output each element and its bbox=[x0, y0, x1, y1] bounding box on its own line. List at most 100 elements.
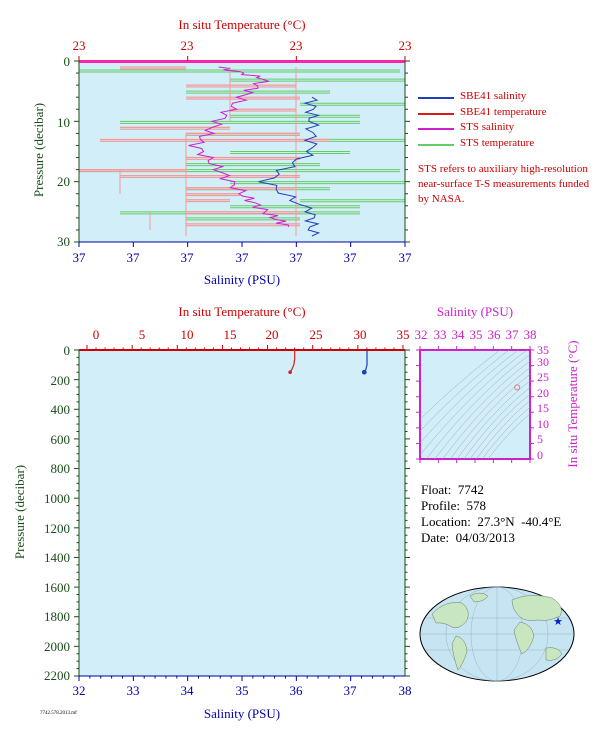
top-sal-tick-0: 37 bbox=[73, 250, 87, 265]
top-temperature-bands bbox=[79, 66, 405, 236]
bottom-temp-tick-1: 5 bbox=[139, 327, 146, 342]
bottom-y-tick-0: 0 bbox=[64, 343, 71, 358]
bottom-chart: In situ Temperature (°C) 0 5 10 15 20 25… bbox=[12, 304, 412, 721]
top-sal-tick-1: 37 bbox=[127, 250, 141, 265]
density-contour bbox=[481, 407, 530, 459]
top-x-axis-label: Salinity (PSU) bbox=[204, 272, 280, 287]
legend-label: STS temperature bbox=[460, 136, 535, 149]
ts-diagram: Salinity (PSU) 32 33 34 35 36 37 38 0 5 … bbox=[415, 304, 581, 468]
ts-density-contours bbox=[420, 350, 530, 459]
ts-temp-tick-5: 25 bbox=[537, 370, 549, 384]
bottom-y-tick-11: 2200 bbox=[44, 668, 70, 683]
top-y-tick-3: 30 bbox=[57, 234, 70, 249]
bottom-y-tick-10: 2000 bbox=[44, 639, 70, 654]
top-y-tick-0: 0 bbox=[64, 54, 71, 69]
ts-data-point bbox=[514, 384, 521, 391]
top-sal-tick-5: 37 bbox=[344, 250, 358, 265]
ts-temp-tick-1: 5 bbox=[537, 432, 543, 446]
float-id: Float: 7742 bbox=[421, 482, 484, 497]
bottom-x-axis-label: Salinity (PSU) bbox=[204, 706, 280, 721]
top-temp-tick-2: 23 bbox=[290, 38, 303, 53]
density-contour bbox=[463, 387, 530, 459]
profile-date: Date: 04/03/2013 bbox=[421, 530, 515, 545]
bottom-temp-tick-0: 0 bbox=[93, 327, 100, 342]
density-contour bbox=[434, 360, 530, 459]
bottom-y-tick-8: 1600 bbox=[44, 580, 70, 595]
legend-label: SBE41 salinity bbox=[460, 90, 527, 102]
density-contour bbox=[456, 380, 530, 459]
location-map: ★ bbox=[419, 586, 575, 682]
bottom-sal-tick-0: 32 bbox=[73, 683, 86, 698]
density-contour bbox=[420, 350, 501, 420]
density-contour bbox=[469, 393, 530, 459]
top-sal-tick-6: 37 bbox=[399, 250, 413, 265]
bottom-temp-tick-7: 35 bbox=[397, 327, 410, 342]
density-contour bbox=[487, 413, 530, 459]
bottom-y-tick-9: 1800 bbox=[44, 609, 70, 624]
legend-swatch bbox=[418, 112, 454, 115]
legend-label: SBE41 temperature bbox=[460, 105, 547, 118]
ts-plot-area bbox=[419, 349, 531, 460]
top-temp-tick-3: 23 bbox=[399, 38, 412, 53]
bottom-temp-tick-2: 10 bbox=[181, 327, 194, 342]
map-land bbox=[431, 592, 563, 671]
ts-temp-tick-7: 35 bbox=[537, 343, 549, 357]
bottom-y-tick-5: 1000 bbox=[44, 491, 70, 506]
density-contour bbox=[425, 354, 530, 459]
bottom-y-tick-3: 600 bbox=[51, 432, 71, 447]
profile-number: Profile: 578 bbox=[421, 498, 486, 513]
ts-sal-tick-0: 32 bbox=[415, 327, 428, 342]
bottom-profiles bbox=[288, 350, 368, 375]
legend-swatch bbox=[418, 143, 454, 146]
ts-axis-ticks bbox=[416, 346, 534, 463]
density-contour bbox=[442, 367, 530, 459]
top-temp-axis-title: In situ Temperature (°C) bbox=[178, 17, 305, 32]
bottom-temp-tick-3: 15 bbox=[224, 327, 237, 342]
ts-sal-tick-6: 38 bbox=[524, 327, 537, 342]
sbe41-salinity-end-point bbox=[361, 369, 367, 375]
bottom-temp-tick-5: 25 bbox=[310, 327, 323, 342]
density-contour bbox=[420, 350, 528, 456]
bottom-y-tick-labels: 0 200 400 600 800 1000 1200 1400 1600 18… bbox=[44, 343, 70, 683]
bottom-temp-tick-6: 30 bbox=[354, 327, 367, 342]
bottom-sal-tick-5: 37 bbox=[344, 683, 358, 698]
density-contour bbox=[420, 350, 519, 444]
bottom-y-tick-4: 800 bbox=[51, 461, 71, 476]
top-temp-tick-0: 23 bbox=[73, 38, 86, 53]
bottom-sal-tick-6: 38 bbox=[399, 683, 412, 698]
ts-temp-tick-4: 20 bbox=[537, 386, 549, 400]
file-id: 7742.578.2013.mf bbox=[40, 711, 77, 716]
sts-note: STS refers to auxiliary high-resolution … bbox=[418, 163, 590, 205]
top-sal-tick-4: 37 bbox=[290, 250, 304, 265]
legend-swatch bbox=[418, 128, 454, 130]
top-sal-tick-2: 37 bbox=[181, 250, 195, 265]
top-salinity-traces bbox=[188, 66, 321, 237]
sts-salinity-line bbox=[188, 66, 290, 227]
ts-sal-tick-5: 37 bbox=[506, 327, 520, 342]
ts-sal-axis-title: Salinity (PSU) bbox=[437, 304, 513, 319]
bottom-temp-tick-4: 20 bbox=[266, 327, 279, 342]
bottom-sal-tick-4: 36 bbox=[290, 683, 304, 698]
top-temp-tick-1: 23 bbox=[181, 38, 194, 53]
bottom-sal-tick-3: 35 bbox=[236, 683, 249, 698]
float-info: Float: 7742 Profile: 578 Location: 27.3°… bbox=[421, 482, 561, 546]
sbe41-salinity-line bbox=[258, 96, 321, 237]
density-contour bbox=[475, 400, 530, 459]
ts-sal-tick-2: 34 bbox=[452, 327, 466, 342]
ts-temp-tick-2: 10 bbox=[537, 417, 549, 431]
top-y-tick-1: 10 bbox=[57, 115, 70, 130]
legend-label: STS salinity bbox=[460, 121, 515, 133]
density-contour bbox=[420, 350, 510, 432]
ts-temp-tick-0: 0 bbox=[537, 448, 543, 462]
bottom-plot-area bbox=[79, 350, 405, 676]
top-axis-ticks bbox=[74, 56, 410, 247]
bottom-temp-axis-title: In situ Temperature (°C) bbox=[178, 304, 305, 319]
bottom-y-tick-6: 1200 bbox=[44, 521, 70, 536]
legend-swatch bbox=[418, 97, 454, 99]
top-chart: In situ Temperature (°C) 23 23 23 23 Pre… bbox=[31, 17, 412, 287]
float-location: Location: 27.3°N -40.4°E bbox=[421, 514, 562, 529]
ts-temp-tick-3: 15 bbox=[537, 401, 549, 415]
ts-data-points bbox=[514, 384, 521, 391]
bottom-y-tick-7: 1400 bbox=[44, 550, 70, 565]
bottom-y-tick-1: 200 bbox=[51, 373, 71, 388]
